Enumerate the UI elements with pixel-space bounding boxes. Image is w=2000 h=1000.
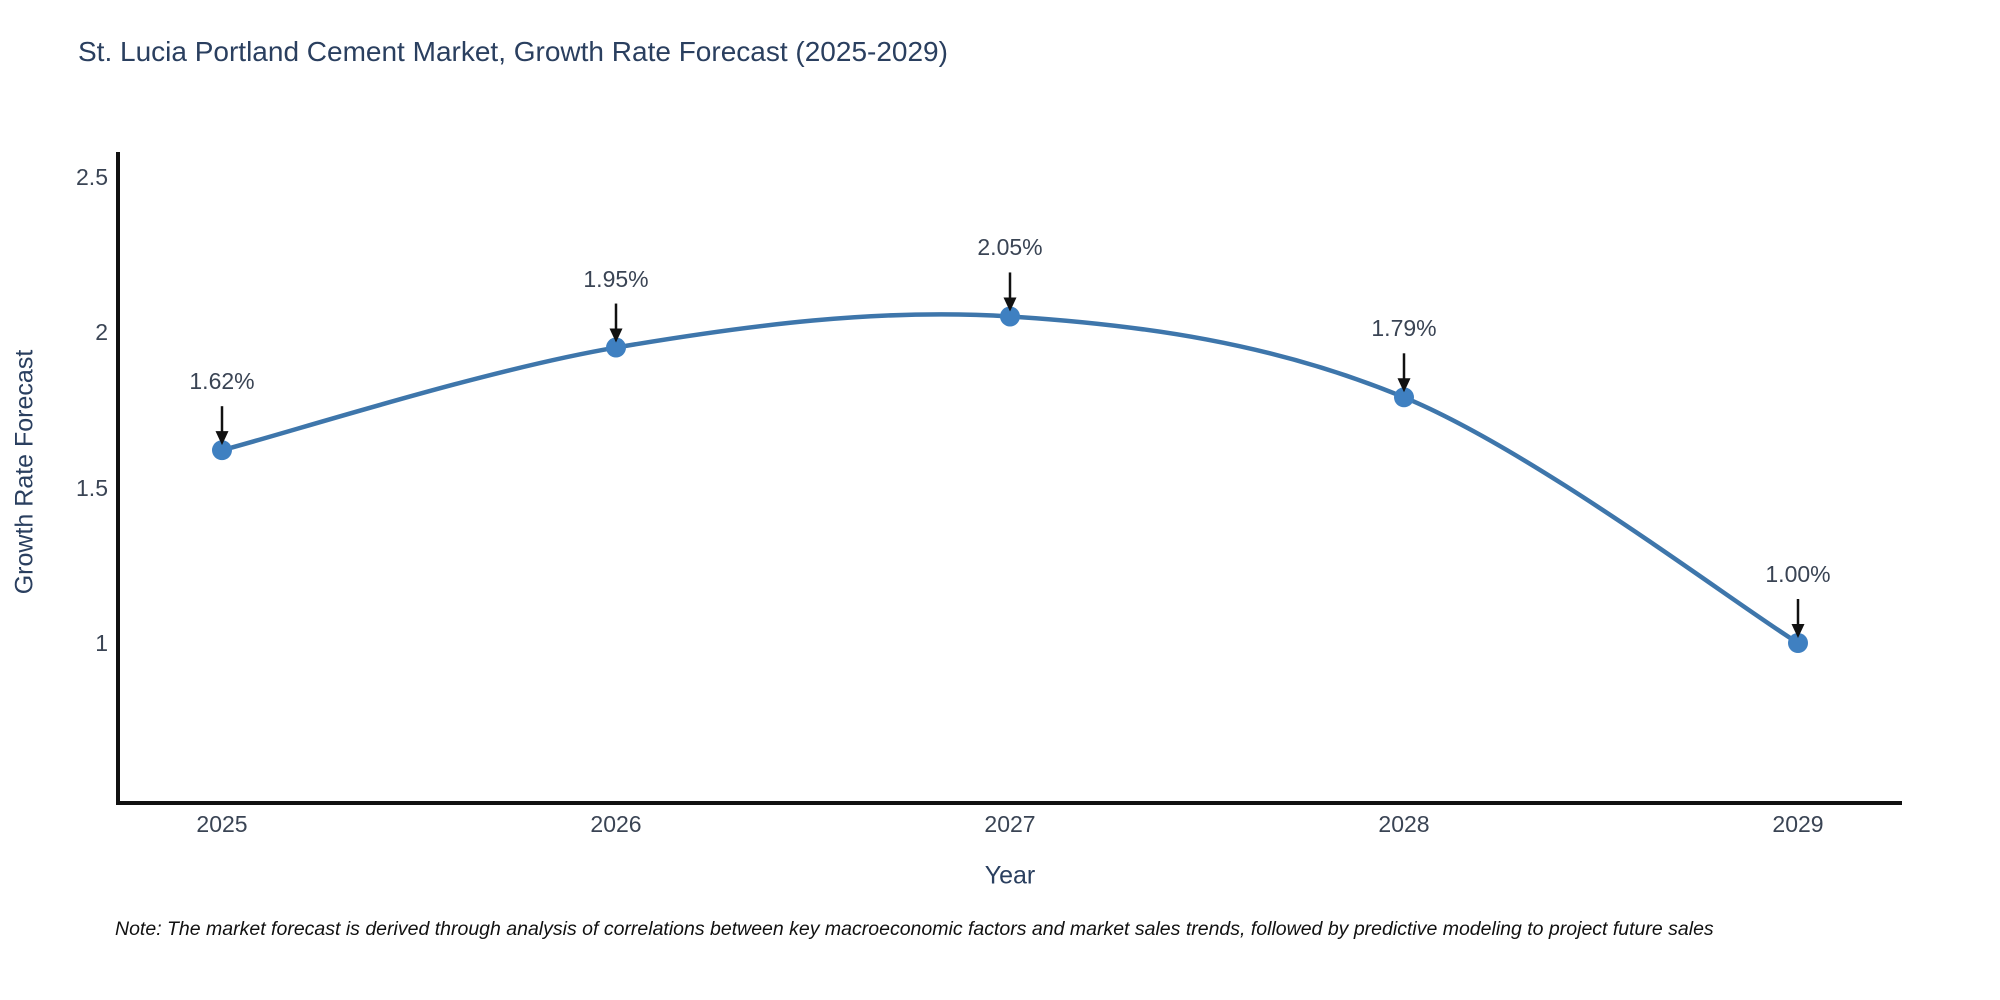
x-tick-label: 2029 (1772, 811, 1824, 837)
data-point-marker[interactable] (1000, 306, 1020, 327)
data-point-marker[interactable] (1394, 387, 1414, 408)
chart-footnote: Note: The market forecast is derived thr… (115, 918, 1714, 940)
y-tick-label: 2.5 (76, 163, 108, 190)
annotation-arrowhead-icon (1003, 297, 1017, 312)
data-point-marker[interactable] (212, 440, 232, 461)
x-tick-label: 2025 (196, 811, 248, 837)
annotation-arrowhead-icon (1791, 624, 1805, 638)
chart-title: St. Lucia Portland Cement Market, Growth… (78, 36, 948, 67)
x-tick-label: 2026 (590, 811, 642, 837)
x-tick-label: 2027 (984, 811, 1036, 837)
x-tick-label: 2028 (1378, 811, 1430, 837)
data-point-value-label: 1.62% (189, 368, 255, 395)
data-point-marker[interactable] (606, 337, 626, 358)
y-axis-title: Growth Rate Forecast (10, 349, 39, 595)
y-tick-label: 1 (95, 630, 108, 656)
x-axis-line (116, 801, 1902, 805)
x-axis-title: Year (984, 861, 1036, 890)
data-point-value-label: 1.79% (1371, 315, 1437, 342)
annotation-arrowhead-icon (1397, 378, 1411, 393)
data-point-marker[interactable] (1788, 633, 1808, 653)
annotation-arrowhead-icon (609, 328, 623, 343)
data-point-value-label: 1.95% (583, 265, 649, 292)
y-tick-label: 2 (95, 319, 108, 345)
forecast-line (221, 312, 1800, 645)
data-point-value-label: 2.05% (977, 234, 1043, 261)
y-tick-label: 1.5 (76, 474, 108, 501)
annotation-arrowhead-icon (215, 431, 229, 446)
y-axis-line (116, 152, 120, 805)
data-point-value-label: 1.00% (1765, 561, 1831, 587)
